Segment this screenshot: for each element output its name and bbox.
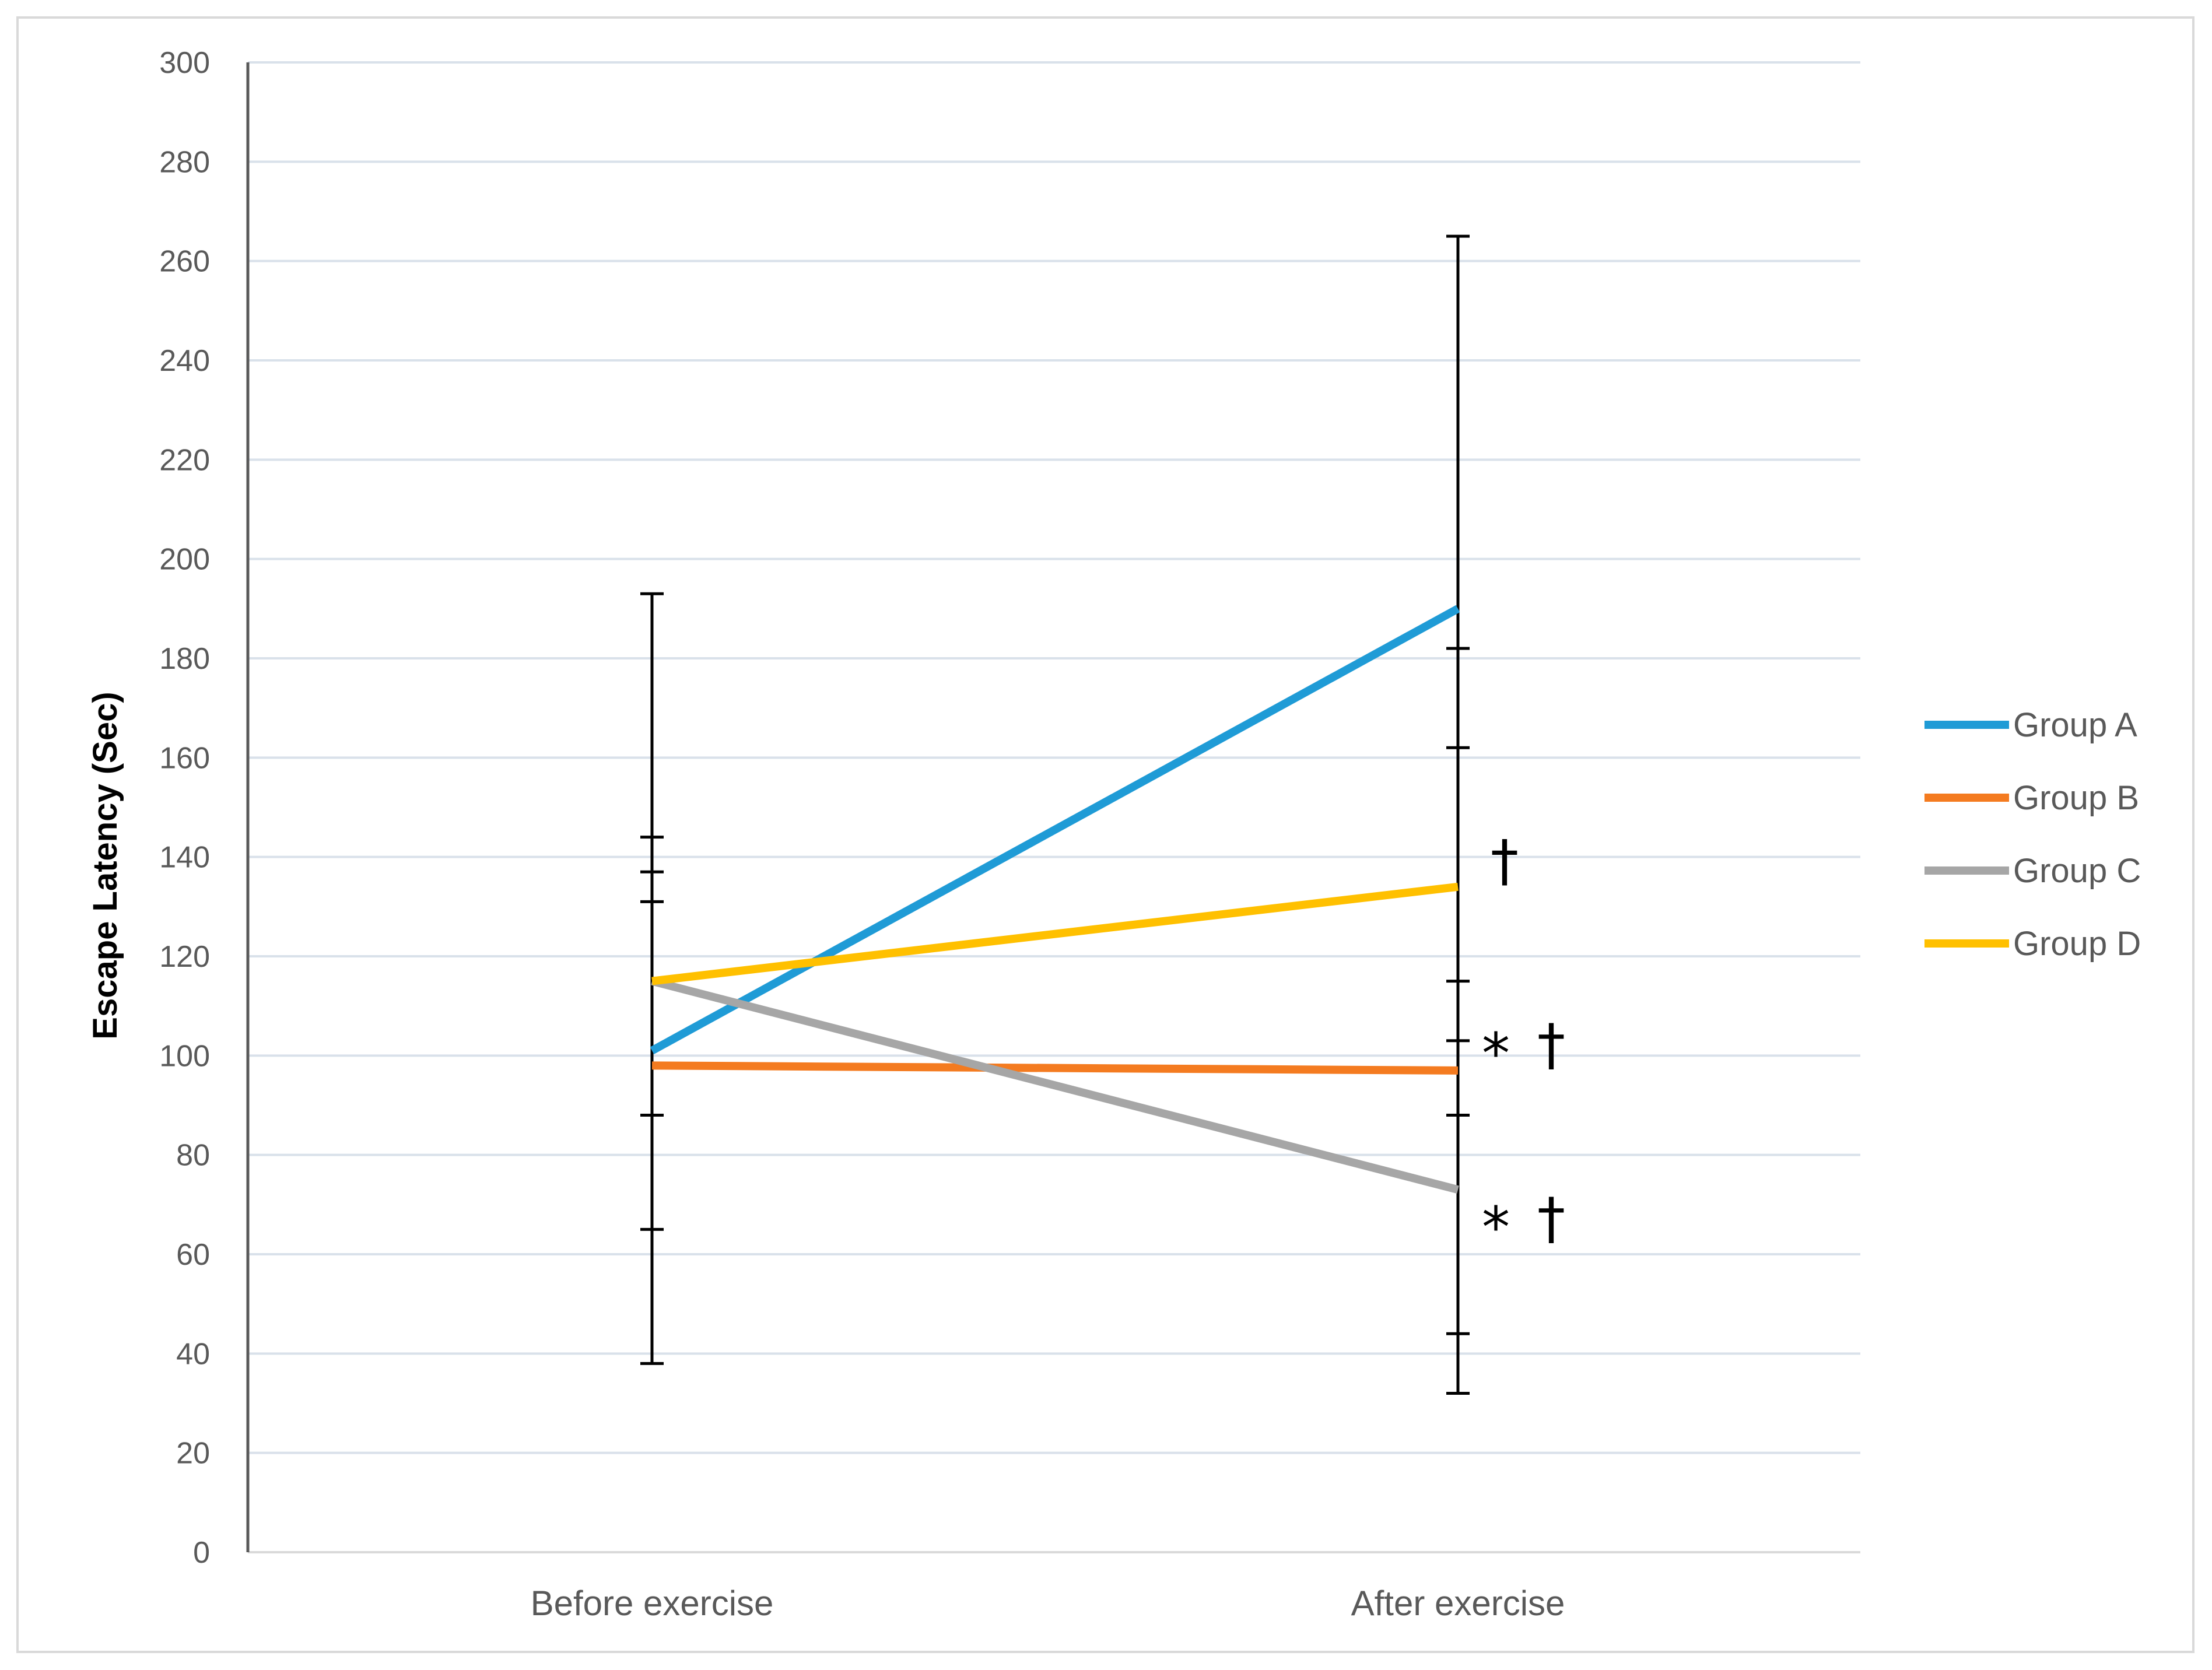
y-tick-label: 120 <box>159 940 210 974</box>
y-tick-label: 220 <box>159 443 210 477</box>
y-tick-label: 160 <box>159 741 210 775</box>
dagger-annotation: † <box>1537 1186 1565 1251</box>
dagger-annotation: † <box>1491 829 1519 894</box>
chart-frame <box>16 16 2195 1653</box>
y-tick-label: 300 <box>159 46 210 80</box>
legend-label-group-c: Group C <box>2013 852 2141 890</box>
series-lines <box>650 605 1460 1194</box>
asterisk-annotation: * <box>1482 1195 1510 1260</box>
error-bars <box>640 234 1470 1395</box>
series-line-group-c <box>651 977 1459 1194</box>
y-tick-label: 80 <box>176 1139 210 1173</box>
y-tick-label: 240 <box>159 344 210 378</box>
y-tick-labels: 0 20 40 60 80 100 120 140 160 180 200 220 240 260 280 3… <box>159 46 210 1570</box>
y-tick-label: 60 <box>176 1238 210 1272</box>
y-tick-label: 0 <box>193 1536 210 1570</box>
y-tick-label: 140 <box>159 841 210 875</box>
legend-label-group-b: Group B <box>2013 779 2139 817</box>
legend-label-group-a: Group A <box>2013 706 2137 744</box>
y-tick-label: 280 <box>159 145 210 179</box>
asterisk-annotation: * <box>1482 1021 1510 1086</box>
x-category-label: Before exercise <box>531 1584 774 1623</box>
significance-annotations: † * † * † <box>1482 829 1565 1260</box>
y-tick-label: 40 <box>176 1337 210 1371</box>
dagger-annotation: † <box>1537 1012 1565 1078</box>
y-tick-label: 180 <box>159 642 210 676</box>
y-tick-label: 100 <box>159 1039 210 1073</box>
series-line-group-a <box>650 605 1460 1054</box>
legend: Group A Group B Group C Group D <box>1924 706 2141 963</box>
legend-label-group-d: Group D <box>2013 925 2141 963</box>
y-tick-label: 200 <box>159 543 210 577</box>
y-tick-label: 20 <box>176 1437 210 1471</box>
x-category-label: After exercise <box>1351 1584 1565 1623</box>
series-line-group-b <box>651 1061 1459 1075</box>
x-category-labels: Before exercise After exercise <box>531 1584 1565 1623</box>
y-axis-label: Escape Latency (Sec) <box>86 692 124 1039</box>
series-line-group-d <box>651 882 1459 985</box>
gridlines <box>248 61 1860 1553</box>
y-tick-label: 260 <box>159 245 210 279</box>
